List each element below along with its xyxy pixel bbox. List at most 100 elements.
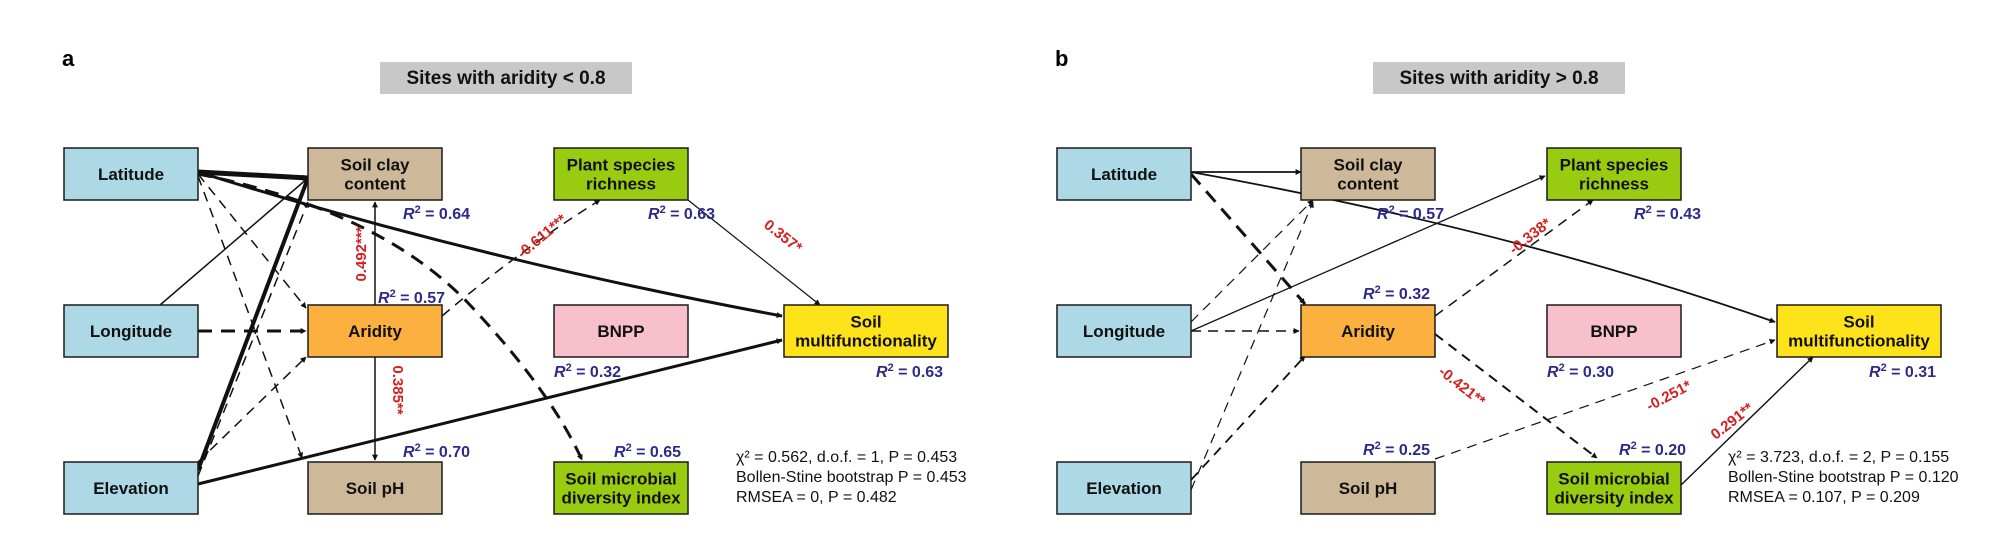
fit-stat-line: RMSEA = 0.107, P = 0.209 [1728, 489, 1920, 506]
r2-plant: R2 = 0.63 [648, 204, 715, 223]
svg-text:Soil microbial: Soil microbial [565, 470, 676, 489]
node-ph: Soil pH [1300, 461, 1436, 515]
path-arrow [1190, 355, 1306, 481]
panel-title: Sites with aridity < 0.8 [380, 62, 632, 94]
fit-stat-line: Bollen-Stine bootstrap P = 0.453 [736, 469, 967, 486]
path-arrow [1190, 199, 1314, 323]
r2-ph: R2 = 0.70 [403, 442, 470, 461]
svg-text:Soil clay: Soil clay [341, 156, 411, 175]
panel-label: b [1055, 46, 1068, 71]
panel-a: a Sites with aridity < 0.8 Latitude Longitu… [62, 46, 967, 515]
panel-b: b Sites with aridity > 0.8 Latitude Longitu… [1055, 46, 1959, 515]
node-bnpp: BNPP [1546, 304, 1682, 358]
svg-text:Aridity: Aridity [348, 322, 402, 341]
coef-aridity_clay: 0.492*** [353, 226, 370, 281]
panel-label: a [62, 46, 75, 71]
r2-clay: R2 = 0.64 [403, 204, 470, 223]
path-arrow [1190, 171, 1776, 324]
node-longitude: Longitude [1056, 304, 1192, 358]
node-latitude: Latitude [1056, 147, 1192, 201]
svg-text:richness: richness [1579, 175, 1649, 194]
path-arrow [197, 338, 783, 486]
svg-text:Aridity: Aridity [1341, 322, 1395, 341]
node-aridity: Aridity [1300, 304, 1436, 358]
r2-plant: R2 = 0.43 [1634, 204, 1701, 223]
path-arrow [1189, 173, 1307, 305]
svg-text:Longitude: Longitude [1083, 322, 1165, 341]
path-arrow [197, 169, 309, 181]
path-arrow [196, 177, 310, 471]
panel-title: Sites with aridity > 0.8 [1373, 62, 1625, 94]
path-arrows [159, 169, 821, 486]
path-arrows [1189, 169, 1814, 491]
path-arrow [197, 356, 307, 463]
svg-text:multifunctionality: multifunctionality [1788, 332, 1930, 351]
coef-aridity_ph: 0.385** [389, 365, 406, 414]
fit-statistics: χ² = 0.562, d.o.f. = 1, P = 0.453 Bollen-… [736, 449, 967, 506]
path-arrow [159, 177, 309, 306]
node-latitude: Latitude [63, 147, 199, 201]
svg-text:diversity index: diversity index [561, 489, 681, 508]
svg-text:Soil pH: Soil pH [1339, 479, 1398, 498]
r2-microbe: R2 = 0.20 [1619, 440, 1686, 459]
r2-aridity: R2 = 0.57 [378, 288, 445, 307]
coef-aridity_plant: -0.611*** [514, 211, 570, 262]
path-arrow [1434, 333, 1598, 459]
r2-multi: R2 = 0.31 [1869, 362, 1936, 381]
path-arrow [197, 175, 303, 459]
svg-text:Soil clay: Soil clay [1334, 156, 1404, 175]
r2-multi: R2 = 0.63 [876, 362, 943, 381]
path-arrow [1680, 356, 1814, 486]
svg-text:BNPP: BNPP [597, 322, 644, 341]
svg-text:Sites with aridity > 0.8: Sites with aridity > 0.8 [1399, 68, 1598, 89]
fit-stat-line: χ² = 3.723, d.o.f. = 2, P = 0.155 [1728, 449, 1949, 466]
r2-microbe: R2 = 0.65 [614, 442, 681, 461]
svg-text:Elevation: Elevation [93, 479, 169, 498]
path-arrow [687, 199, 821, 306]
r2-ph: R2 = 0.25 [1363, 440, 1430, 459]
svg-text:Elevation: Elevation [1086, 479, 1162, 498]
path-arrow [197, 173, 307, 309]
svg-text:content: content [344, 175, 406, 194]
svg-text:Soil: Soil [1843, 313, 1874, 332]
fit-stat-line: Bollen-Stine bootstrap P = 0.120 [1728, 469, 1959, 486]
path-arrow [1190, 175, 1546, 332]
node-bnpp: BNPP [553, 304, 689, 358]
r2-bnpp: R2 = 0.30 [1547, 362, 1614, 381]
r2-bnpp: R2 = 0.32 [554, 362, 621, 381]
coef-plant_multi: 0.357* [760, 216, 805, 256]
svg-text:content: content [1337, 175, 1399, 194]
coef-aridity_microbe: -0.421** [1435, 363, 1488, 410]
path-arrow [197, 170, 783, 318]
path-arrow [1434, 338, 1776, 460]
svg-text:Latitude: Latitude [1091, 165, 1157, 184]
path-arrow [1190, 201, 1314, 491]
svg-text:multifunctionality: multifunctionality [795, 332, 937, 351]
svg-text:Latitude: Latitude [98, 165, 164, 184]
svg-text:diversity index: diversity index [1554, 489, 1674, 508]
fit-statistics: χ² = 3.723, d.o.f. = 2, P = 0.155 Bollen-… [1728, 449, 1959, 506]
node-elevation: Elevation [63, 461, 199, 515]
svg-text:Longitude: Longitude [90, 322, 172, 341]
node-elevation: Elevation [1056, 461, 1192, 515]
svg-text:Plant species: Plant species [1560, 156, 1669, 175]
path-arrow [197, 201, 309, 477]
svg-text:Sites with aridity < 0.8: Sites with aridity < 0.8 [406, 68, 605, 89]
coef-microbe_multi: 0.291** [1708, 400, 1757, 444]
r2-aridity: R2 = 0.32 [1363, 284, 1430, 303]
r2-clay: R2 = 0.57 [1377, 204, 1444, 223]
node-longitude: Longitude [63, 304, 199, 358]
fit-stat-line: χ² = 0.562, d.o.f. = 1, P = 0.453 [736, 449, 957, 466]
svg-text:Soil microbial: Soil microbial [1558, 470, 1669, 489]
node-ph: Soil pH [307, 461, 443, 515]
path-arrow [197, 172, 584, 461]
